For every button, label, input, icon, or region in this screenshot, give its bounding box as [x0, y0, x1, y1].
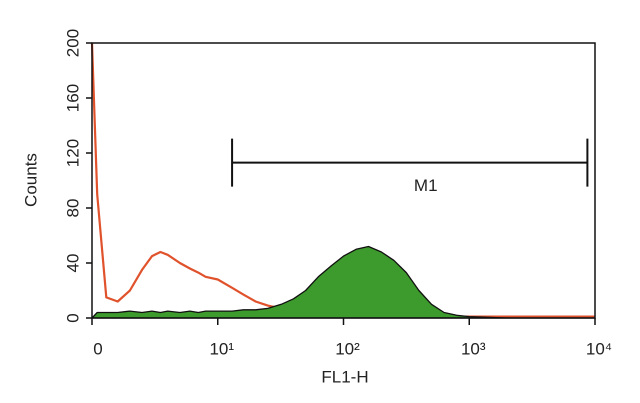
gate-label: M1 [414, 176, 438, 195]
y-tick-label: 120 [63, 139, 82, 167]
y-axis-label: Counts [21, 153, 40, 207]
x-tick-label: 10² [335, 339, 360, 358]
y-tick-label: 40 [63, 254, 82, 273]
x-tick-label: 10⁴ [586, 339, 612, 358]
y-tick-label: 200 [63, 29, 82, 57]
y-tick-label: 80 [63, 199, 82, 218]
y-tick-label: 160 [63, 84, 82, 112]
x-axis-label: FL1-H [321, 367, 368, 386]
x-tick-label: 10³ [461, 339, 486, 358]
y-tick-label: 0 [63, 313, 82, 322]
histogram-area [91, 245, 596, 319]
x-tick-label: 0 [93, 339, 102, 358]
x-tick-label: 10¹ [209, 339, 234, 358]
